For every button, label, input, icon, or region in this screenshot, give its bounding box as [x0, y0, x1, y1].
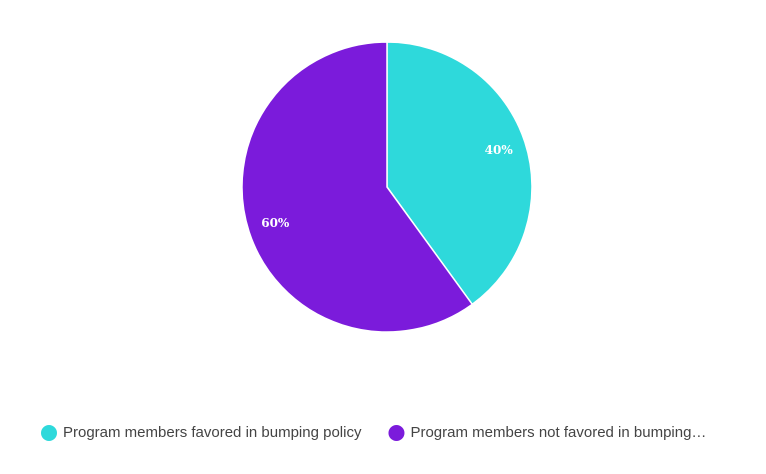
legend-marker[interactable]: [41, 425, 57, 441]
legend-marker[interactable]: [388, 425, 405, 441]
legend-label[interactable]: Program members not favored in bumping…: [410, 424, 706, 441]
pie-slice: [241, 41, 474, 333]
pie-slice: [386, 41, 533, 306]
legend-label[interactable]: Program members favored in bumping polic…: [63, 424, 362, 441]
value-label: 40%: [485, 143, 514, 157]
value-label: 60%: [261, 216, 290, 230]
